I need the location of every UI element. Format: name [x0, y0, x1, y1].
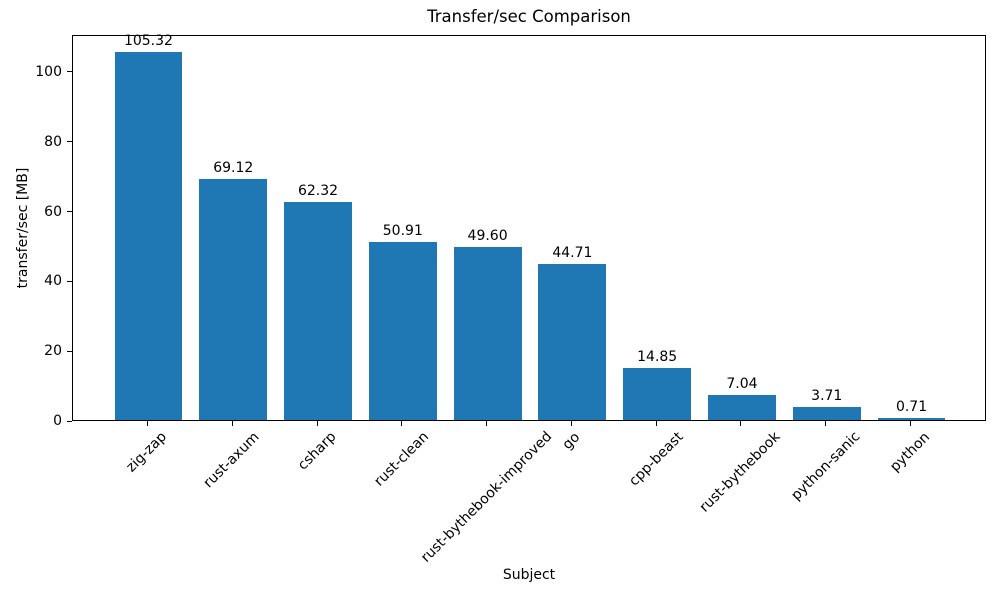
bar-zig-zap: [114, 52, 183, 420]
bar-value-label: 69.12: [213, 159, 254, 176]
x-tick-label: rust-clean: [371, 428, 432, 490]
chart-title: Transfer/sec Comparison: [427, 7, 631, 26]
bar-value-label: 105.32: [123, 33, 173, 50]
x-tick-label: go: [559, 428, 584, 453]
y-tick-mark: [67, 280, 72, 282]
x-tick-label: rust-bythebook: [697, 429, 784, 516]
bar-value-label: 50.91: [382, 223, 423, 240]
y-axis-label: transfer/sec [MB]: [15, 167, 31, 289]
bar-value-label: 0.71: [895, 398, 928, 415]
y-tick-label: 60: [44, 203, 62, 220]
bar-rust-axum: [199, 178, 268, 420]
bar-csharp: [284, 202, 352, 420]
y-tick-mark: [67, 71, 72, 73]
x-tick-mark: [655, 421, 657, 426]
x-tick-mark: [231, 421, 233, 426]
x-axis-label: Subject: [502, 567, 556, 583]
bar-rust-clean: [368, 242, 437, 420]
plot-area: 105.32 69.12 62.32 50.91 49.60 44.71 14.85 7.04…: [72, 33, 986, 421]
x-tick-label: csharp: [294, 428, 340, 474]
x-tick-mark: [486, 421, 488, 426]
y-tick-label: 20: [44, 343, 62, 360]
y-tick-label: 0: [53, 413, 62, 429]
y-tick-mark: [67, 350, 72, 352]
y-tick-mark: [67, 211, 72, 213]
y-tick-mark: [67, 141, 72, 143]
bar-python: [877, 417, 946, 420]
x-tick-mark: [316, 421, 318, 426]
x-tick-mark: [401, 421, 403, 426]
bar-rust-bythebook-improved: [453, 246, 522, 420]
x-tick-label: rust-bythebook-improved: [417, 428, 555, 567]
bar-value-label: 3.71: [811, 388, 843, 405]
bar-value-label: 14.85: [637, 349, 678, 366]
x-tick-label: python: [887, 428, 934, 475]
x-tick-label: python-sanic: [787, 428, 864, 505]
bar-value-label: 62.32: [297, 183, 339, 200]
x-tick-label: cpp-beast: [625, 428, 687, 490]
y-tick-label: 80: [44, 133, 62, 150]
y-tick-mark: [67, 420, 72, 422]
bar-cpp-beast: [623, 368, 692, 420]
bar-value-label: 49.60: [467, 227, 508, 244]
x-tick-label: zig-zap: [123, 428, 171, 476]
x-tick-label: rust-axum: [200, 429, 263, 492]
x-tick-mark: [570, 421, 572, 426]
y-tick-label: 40: [44, 273, 62, 290]
bar-value-label: 7.04: [726, 376, 758, 393]
x-tick-mark: [825, 421, 827, 426]
bar-value-label: 44.71: [552, 244, 593, 261]
x-tick-mark: [910, 421, 912, 426]
y-tick-label: 100: [35, 63, 62, 80]
x-tick-mark: [146, 421, 148, 426]
bar-rust-bythebook: [708, 395, 776, 420]
bar-go: [538, 263, 607, 420]
bar-python-sanic: [792, 407, 861, 420]
x-tick-mark: [740, 421, 742, 426]
